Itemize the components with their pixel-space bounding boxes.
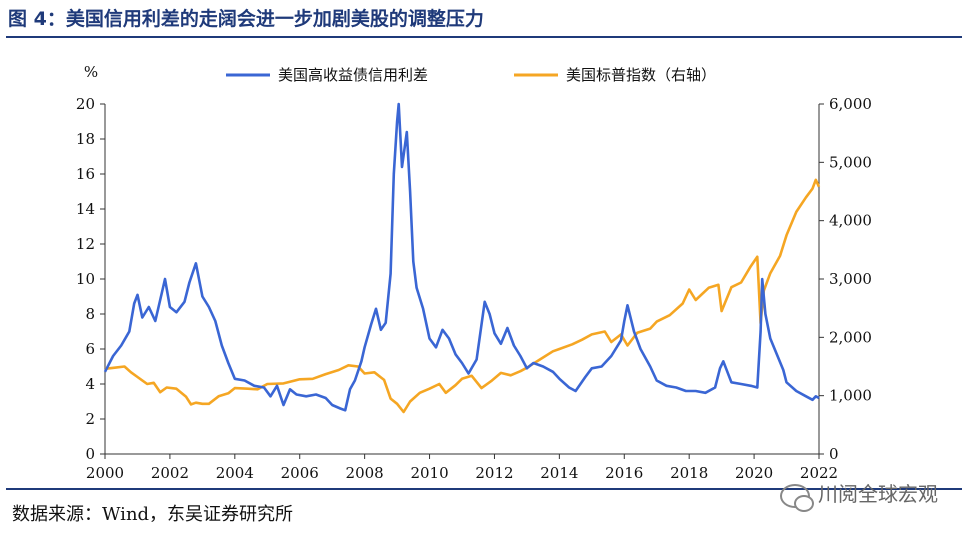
x-axis-tick-label: 2018 bbox=[670, 464, 708, 482]
left-axis-tick-label: 16 bbox=[76, 165, 95, 183]
right-axis-tick-label: 3,000 bbox=[829, 270, 872, 288]
right-axis-tick-label: 5,000 bbox=[829, 153, 872, 171]
left-axis-tick-label: 6 bbox=[85, 340, 95, 358]
left-axis-tick-label: 8 bbox=[85, 305, 95, 323]
right-axis-tick-label: 1,000 bbox=[829, 387, 872, 405]
left-axis-tick-label: 20 bbox=[76, 95, 95, 113]
x-axis-tick-label: 2022 bbox=[800, 464, 838, 482]
right-axis-tick-label: 6,000 bbox=[829, 95, 872, 113]
left-axis-tick-label: 14 bbox=[76, 200, 95, 218]
series-line-sp500 bbox=[104, 178, 821, 414]
right-axis-tick-label: 4,000 bbox=[829, 212, 872, 230]
legend: 美国高收益债信用利差 美国标普指数（右轴） bbox=[226, 66, 716, 84]
watermark: 川阅全球宏观 bbox=[780, 478, 938, 512]
figure-title: 图 4：美国信用利差的走阔会进一步加剧美股的调整压力 bbox=[8, 8, 484, 30]
right-axis-ticks: 0 1,000 2,000 3,000 4,000 5,000 6,000 bbox=[819, 95, 872, 463]
x-axis-tick-label: 2012 bbox=[475, 464, 513, 482]
series-lines bbox=[103, 102, 821, 414]
x-axis-tick-label: 2020 bbox=[735, 464, 773, 482]
left-axis-tick-label: 4 bbox=[85, 375, 95, 393]
left-axis-ticks: 0 2 4 6 8 10 12 14 16 18 20 bbox=[76, 95, 105, 463]
x-axis-tick-label: 2002 bbox=[151, 464, 189, 482]
left-axis-tick-label: 0 bbox=[85, 445, 95, 463]
right-axis-tick-label: 2,000 bbox=[829, 328, 872, 346]
legend-label-sp500: 美国标普指数（右轴） bbox=[566, 66, 716, 84]
chart: % 0 2 4 6 8 10 12 14 16 18 20 0 1,000 2,000 3,000 4,00… bbox=[76, 63, 872, 482]
legend-label-spread: 美国高收益债信用利差 bbox=[278, 66, 428, 84]
series-line-credit-spread bbox=[103, 102, 820, 412]
source-divider bbox=[6, 488, 962, 490]
x-axis-tick-label: 2008 bbox=[346, 464, 384, 482]
left-axis-tick-label: 18 bbox=[76, 130, 95, 148]
source-note: 数据来源：Wind，东吴证券研究所 bbox=[12, 504, 294, 525]
x-axis-tick-label: 2016 bbox=[605, 464, 643, 482]
x-axis-tick-label: 2010 bbox=[410, 464, 448, 482]
x-axis-tick-label: 2000 bbox=[86, 464, 124, 482]
wechat-logo-icon bbox=[780, 483, 814, 512]
watermark-text: 川阅全球宏观 bbox=[818, 482, 938, 506]
title-divider bbox=[6, 36, 962, 38]
left-axis-tick-label: 12 bbox=[76, 235, 95, 253]
x-axis-ticks: 2000 2002 2004 2006 2008 2010 2012 2014 2016 2018… bbox=[86, 454, 838, 482]
x-axis-tick-label: 2014 bbox=[540, 464, 578, 482]
right-axis-tick-label: 0 bbox=[829, 445, 839, 463]
x-axis-tick-label: 2004 bbox=[216, 464, 254, 482]
left-axis-unit: % bbox=[84, 63, 98, 81]
left-axis-tick-label: 10 bbox=[76, 270, 95, 288]
left-axis-tick-label: 2 bbox=[85, 410, 95, 428]
x-axis-tick-label: 2006 bbox=[281, 464, 319, 482]
